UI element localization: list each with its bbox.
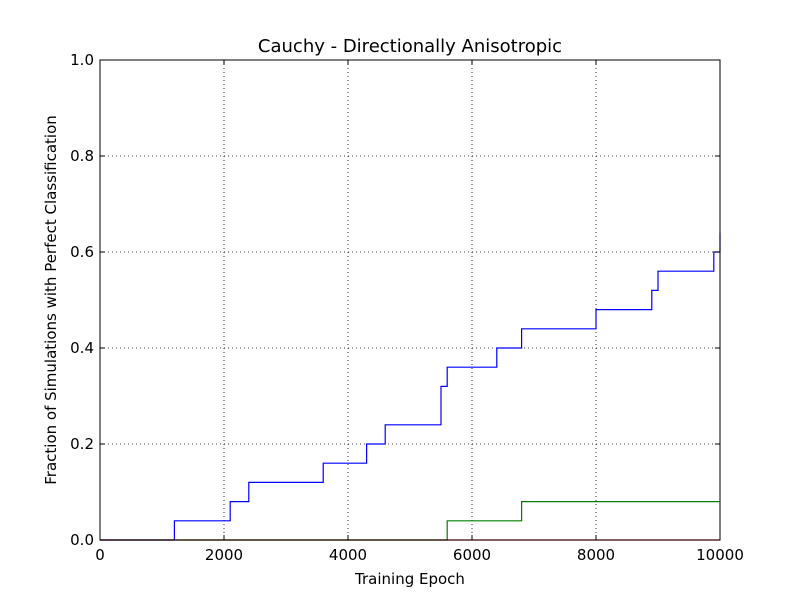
ticks [99, 59, 721, 541]
x-axis-label: Training Epoch [354, 570, 465, 588]
y-tick-label: 0.6 [70, 243, 94, 261]
chart-title: Cauchy - Directionally Anisotropic [258, 36, 562, 57]
plot-frame [99, 59, 721, 541]
y-tick-label: 0.8 [70, 147, 94, 165]
x-tick-label: 0 [95, 546, 105, 564]
y-tick-label: 1.0 [70, 51, 94, 69]
x-tick-label: 8000 [577, 546, 615, 564]
x-tick-label: 6000 [453, 546, 491, 564]
x-tick-label: 4000 [329, 546, 367, 564]
y-tick-label: 0.4 [70, 339, 94, 357]
x-tick-label: 10000 [696, 546, 744, 564]
grid [100, 60, 720, 540]
tick-labels: 0 2000 4000 6000 8000 10000 0.0 0.2 0.4 0.6 0.8 1.0 [70, 51, 744, 564]
x-tick-label: 2000 [205, 546, 243, 564]
series-line-0 [100, 232, 721, 541]
y-tick-label: 0.0 [70, 531, 94, 549]
y-tick-label: 0.2 [70, 435, 94, 453]
y-axis-label: Fraction of Simulations with Perfect Cla… [42, 115, 60, 485]
